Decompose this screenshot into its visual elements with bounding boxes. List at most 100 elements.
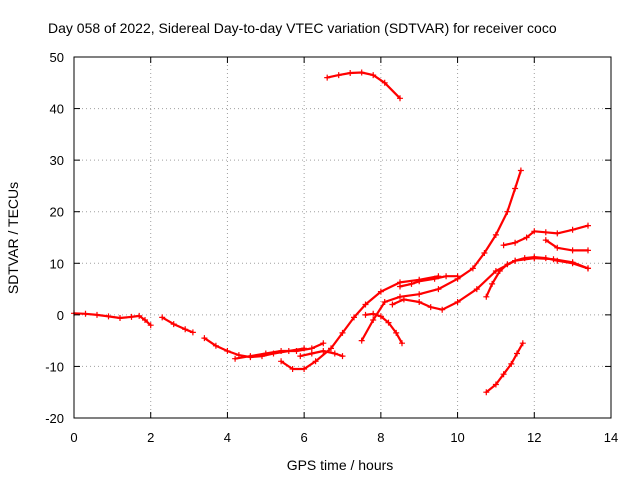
x-tick-label: 12: [527, 430, 541, 445]
data-point: [247, 353, 254, 360]
data-point: [339, 353, 346, 360]
plot-frame: [73, 56, 612, 419]
data-point: [370, 310, 377, 317]
data-point: [335, 72, 342, 79]
data-point: [531, 228, 538, 235]
series-arc-12: [483, 254, 591, 300]
series-arc-08: [362, 310, 405, 347]
x-tick-label: 10: [450, 430, 464, 445]
data-point: [170, 321, 177, 328]
data-point: [136, 312, 143, 319]
data-point: [385, 319, 392, 326]
x-tick-label: 2: [147, 430, 154, 445]
x-tick-label: 14: [604, 430, 618, 445]
data-point: [554, 257, 561, 264]
data-point: [94, 311, 100, 318]
data-point: [585, 247, 591, 254]
data-point: [500, 242, 507, 249]
data-point: [362, 311, 369, 318]
grid: [74, 57, 611, 418]
data-point: [362, 301, 369, 308]
y-axis-label: SDTVAR / TECUs: [5, 182, 21, 294]
data-point: [278, 348, 285, 354]
data-point: [278, 358, 285, 365]
data-point: [328, 345, 334, 352]
data-point: [469, 265, 476, 272]
data-point: [416, 291, 423, 298]
data-point: [416, 278, 423, 285]
data-point: [301, 366, 308, 372]
data-point: [504, 208, 511, 215]
series-line: [203, 337, 306, 359]
data-point: [370, 72, 377, 79]
y-tick-label: 50: [50, 50, 64, 65]
data-point: [454, 299, 461, 305]
series-arc-13: [500, 222, 591, 249]
data-point: [358, 69, 365, 76]
data-point: [308, 345, 315, 352]
data-point: [569, 260, 576, 267]
y-tick-label: 40: [50, 102, 64, 117]
y-tick-label: 0: [57, 308, 64, 323]
series-arc-15: [483, 340, 526, 396]
data-point: [389, 301, 396, 308]
data-point: [508, 360, 515, 367]
data-point: [117, 315, 123, 321]
x-tick-label: 4: [224, 430, 231, 445]
data-point: [381, 79, 388, 86]
series-line: [161, 316, 194, 334]
data-point: [339, 329, 346, 336]
chart-title: Day 058 of 2022, Sidereal Day-to-day VTE…: [48, 20, 557, 36]
data-point: [431, 275, 438, 282]
data-point: [289, 366, 296, 372]
data-point: [397, 95, 403, 102]
data-point: [481, 250, 488, 256]
data-point: [542, 237, 549, 244]
data-point: [147, 322, 154, 329]
data-point: [320, 348, 327, 354]
data-point: [347, 70, 354, 76]
data-point: [381, 299, 388, 305]
data-point: [496, 268, 503, 274]
data-point: [142, 317, 148, 323]
series-line: [485, 342, 524, 394]
y-tick-label: -10: [45, 359, 64, 374]
data-point: [489, 280, 496, 287]
data-point: [212, 342, 219, 349]
series-arc-09: [397, 273, 461, 290]
data-point: [297, 353, 304, 360]
data-point: [293, 348, 300, 354]
ticks: [73, 56, 612, 419]
data-point: [320, 340, 327, 347]
data-point: [308, 350, 315, 357]
x-tick-label: 0: [70, 430, 77, 445]
data-point: [514, 350, 520, 357]
data-point: [523, 234, 530, 241]
data-point: [512, 185, 519, 192]
data-point: [393, 329, 400, 336]
data-point: [399, 340, 405, 347]
data-point: [512, 257, 519, 264]
data-point: [427, 304, 434, 311]
data-point: [397, 283, 403, 290]
data-point: [358, 337, 365, 344]
data-point: [224, 348, 231, 354]
data-point: [377, 313, 384, 320]
data-point: [483, 293, 490, 300]
y-tick-labels: -20 -10 0 10 20 30 40 50: [45, 50, 64, 426]
data-point: [439, 306, 446, 313]
x-tick-labels: 0 2 4 6 8 10 12 14: [70, 430, 618, 445]
data-point: [512, 239, 519, 246]
data-point: [492, 381, 499, 388]
series-arc-05: [278, 273, 442, 372]
data-point: [554, 244, 561, 251]
series-arc-01: [71, 310, 154, 329]
data-point: [569, 247, 576, 254]
data-point: [521, 255, 528, 262]
series-arc-14: [542, 237, 591, 254]
data-point: [262, 350, 269, 357]
series-line: [360, 169, 523, 342]
series-arc-06: [297, 348, 346, 360]
data-point: [105, 313, 112, 320]
